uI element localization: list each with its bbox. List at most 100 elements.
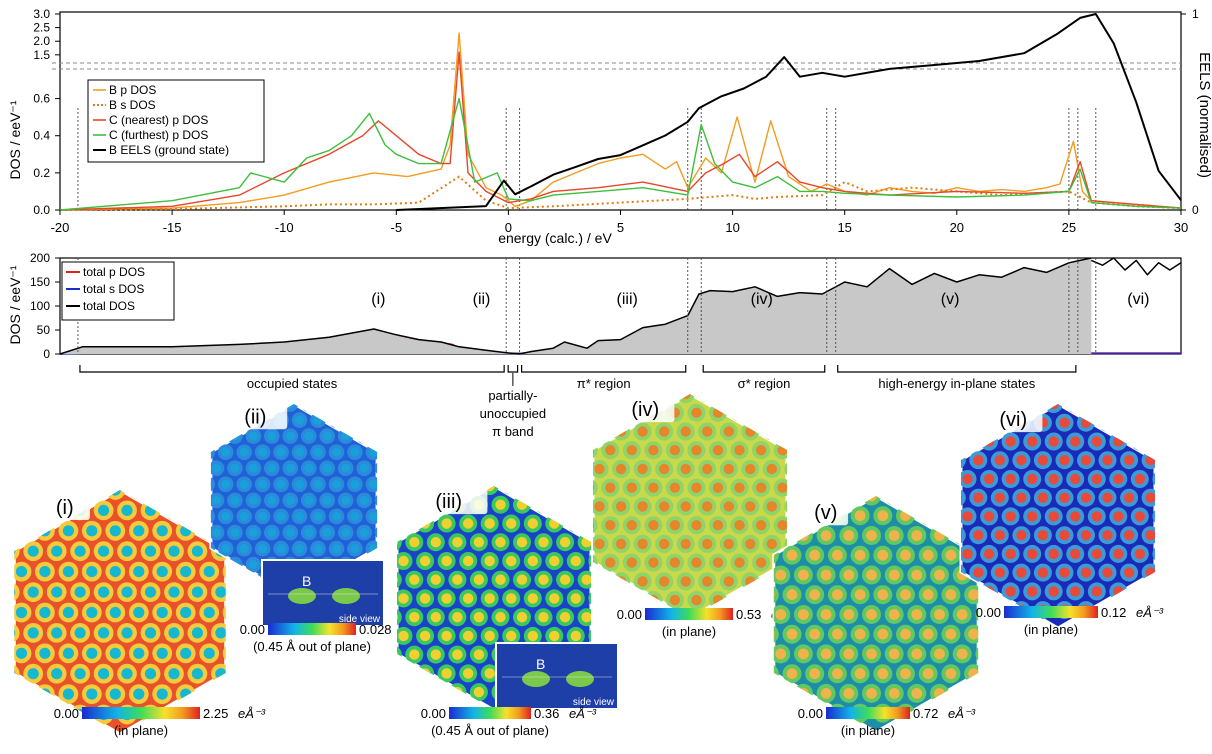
density-spot bbox=[1102, 492, 1113, 503]
series-line-2 bbox=[59, 175, 1182, 211]
density-spot bbox=[419, 486, 431, 492]
density-spot bbox=[945, 628, 957, 640]
density-spot bbox=[1070, 404, 1081, 410]
density-spot bbox=[1005, 473, 1016, 485]
density-spot bbox=[506, 593, 517, 604]
density-spot bbox=[798, 648, 809, 660]
colorbar-unit: eÅ⁻³ bbox=[1136, 605, 1164, 620]
density-ring bbox=[384, 509, 400, 525]
region-bracket bbox=[702, 365, 826, 373]
density-spot bbox=[723, 501, 734, 512]
density-spot bbox=[1091, 473, 1103, 485]
density-spot bbox=[74, 627, 86, 639]
density-spot bbox=[809, 589, 821, 601]
density-spot bbox=[322, 404, 332, 409]
density-spot bbox=[473, 612, 485, 623]
density-spot bbox=[258, 479, 267, 489]
density-spot bbox=[39, 606, 51, 619]
density-spot bbox=[369, 415, 378, 425]
y-tick-label: 0 bbox=[43, 347, 50, 361]
density-spot bbox=[516, 537, 528, 548]
density-spot bbox=[332, 544, 341, 553]
density-spot bbox=[573, 501, 583, 511]
density-spot bbox=[322, 463, 332, 473]
density-spot bbox=[285, 431, 295, 441]
density-spot bbox=[669, 520, 681, 531]
density-spot bbox=[877, 549, 889, 561]
density-spot bbox=[15, 566, 28, 578]
density-spot bbox=[775, 648, 787, 660]
density-spot bbox=[900, 549, 911, 561]
density-spot bbox=[702, 501, 713, 512]
density-spot bbox=[295, 512, 304, 521]
density-spot bbox=[973, 417, 984, 428]
colorbar-unit: eÅ⁻³ bbox=[948, 706, 976, 721]
density-spot bbox=[786, 628, 798, 640]
density-ring bbox=[566, 514, 585, 533]
density-spot bbox=[463, 630, 474, 642]
region-label: (vi) bbox=[1127, 291, 1149, 308]
density-spot bbox=[1156, 586, 1166, 596]
density-spot bbox=[888, 530, 900, 541]
density-spot bbox=[258, 447, 267, 457]
density-spot bbox=[109, 606, 121, 619]
density-spot bbox=[1048, 511, 1059, 522]
density-spot bbox=[276, 479, 286, 489]
density-spot bbox=[956, 688, 968, 699]
density-spot bbox=[156, 490, 168, 496]
y-tick-label: 0.4 bbox=[33, 129, 50, 143]
map-note: (in plane) bbox=[841, 723, 895, 738]
density-spot bbox=[911, 569, 923, 581]
density-ring bbox=[210, 412, 215, 428]
density-spot bbox=[691, 557, 702, 568]
density-spot bbox=[1145, 417, 1155, 428]
density-ring bbox=[752, 403, 771, 422]
region-bracket bbox=[521, 365, 687, 373]
density-map-1: (i) 0.00 2.25 eÅ⁻³ (in plane) bbox=[12, 488, 266, 738]
density-ring bbox=[593, 441, 598, 460]
density-spot bbox=[430, 649, 441, 660]
density-ring bbox=[236, 572, 252, 589]
density-spot bbox=[527, 486, 538, 492]
density-spot bbox=[581, 574, 591, 585]
density-spot bbox=[712, 445, 724, 456]
density-ring bbox=[374, 404, 378, 412]
density-ring bbox=[397, 664, 413, 683]
density-ring bbox=[937, 470, 955, 488]
density-spot bbox=[766, 426, 777, 437]
density-spot bbox=[786, 549, 798, 561]
density-spot bbox=[1134, 511, 1146, 522]
density-spot bbox=[221, 512, 231, 521]
density-spot bbox=[798, 609, 809, 620]
map-note: (0.45 Å out of plane) bbox=[431, 723, 549, 738]
series-line-5 bbox=[396, 13, 1182, 211]
density-spot bbox=[559, 537, 571, 548]
density-ring bbox=[987, 664, 1006, 683]
density-spot bbox=[753, 649, 764, 660]
inset-blob bbox=[332, 588, 360, 604]
density-spot bbox=[798, 569, 809, 581]
density-spot bbox=[1167, 530, 1177, 540]
colorbar-max: 2.25 bbox=[203, 706, 228, 721]
density-spot bbox=[304, 431, 314, 441]
density-spot bbox=[51, 545, 63, 557]
density-spot bbox=[180, 606, 192, 619]
density-spot bbox=[397, 686, 398, 698]
density-spot bbox=[1113, 404, 1124, 410]
density-spot bbox=[350, 512, 360, 521]
density-spot bbox=[888, 609, 900, 620]
colorbar bbox=[449, 707, 531, 719]
density-spot bbox=[86, 525, 98, 537]
top-y-axis-label: DOS / eeV⁻¹ bbox=[7, 100, 23, 179]
density-spot bbox=[777, 482, 787, 493]
density-spot bbox=[227, 566, 238, 577]
density-ring bbox=[210, 444, 215, 461]
density-spot bbox=[109, 525, 121, 537]
density-ring bbox=[234, 664, 254, 684]
density-spot bbox=[922, 589, 934, 601]
density-ring bbox=[14, 500, 20, 521]
density-ring bbox=[397, 514, 413, 533]
density-spot bbox=[637, 538, 648, 550]
map-label-bg bbox=[50, 491, 90, 520]
density-spot bbox=[1156, 474, 1166, 484]
